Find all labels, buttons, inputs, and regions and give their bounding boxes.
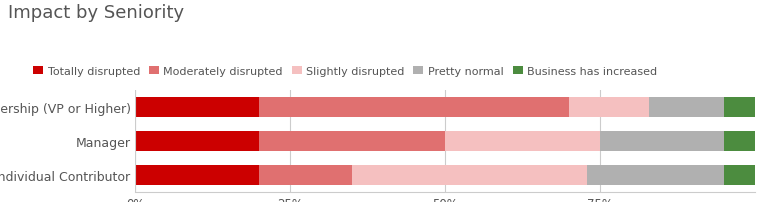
- Bar: [135, 131, 259, 152]
- Bar: [587, 165, 724, 185]
- Bar: [724, 98, 755, 118]
- Bar: [724, 165, 755, 185]
- Bar: [259, 165, 352, 185]
- Bar: [135, 165, 259, 185]
- Bar: [600, 131, 724, 152]
- Bar: [135, 98, 259, 118]
- Bar: [569, 98, 649, 118]
- Bar: [649, 98, 724, 118]
- Bar: [259, 98, 569, 118]
- Text: Impact by Seniority: Impact by Seniority: [8, 4, 184, 22]
- Bar: [352, 165, 587, 185]
- Legend: Totally disrupted, Moderately disrupted, Slightly disrupted, Pretty normal, Busi: Totally disrupted, Moderately disrupted,…: [29, 62, 662, 81]
- Bar: [724, 131, 755, 152]
- Bar: [445, 131, 600, 152]
- Bar: [259, 131, 445, 152]
